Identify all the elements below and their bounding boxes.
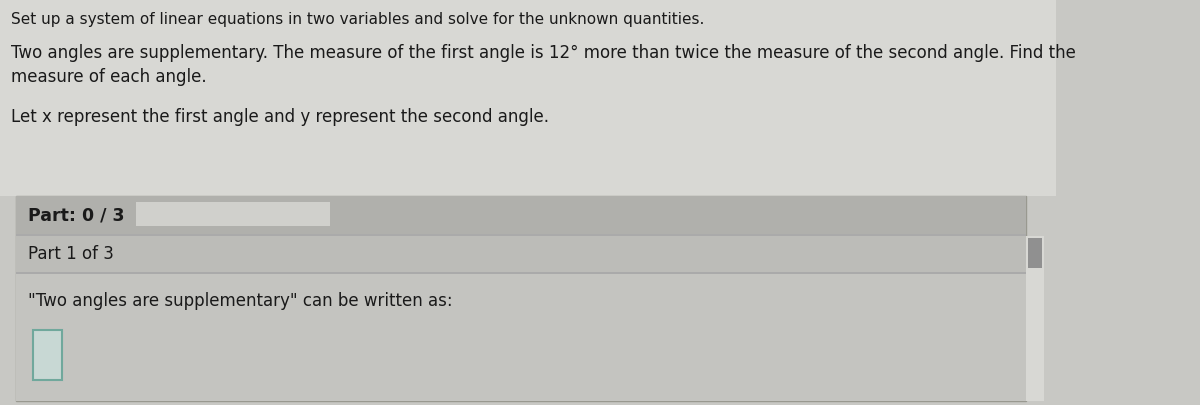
FancyBboxPatch shape bbox=[16, 236, 1026, 272]
FancyBboxPatch shape bbox=[16, 196, 1026, 234]
Text: Part 1 of 3: Part 1 of 3 bbox=[28, 245, 114, 263]
FancyBboxPatch shape bbox=[34, 330, 61, 380]
Text: Part: 0 / 3: Part: 0 / 3 bbox=[28, 206, 125, 224]
FancyBboxPatch shape bbox=[16, 196, 1026, 401]
FancyBboxPatch shape bbox=[0, 0, 1056, 196]
Text: Two angles are supplementary. The measure of the first angle is 12° more than tw: Two angles are supplementary. The measur… bbox=[11, 44, 1075, 62]
Text: Let x represent the first angle and y represent the second angle.: Let x represent the first angle and y re… bbox=[11, 108, 548, 126]
FancyBboxPatch shape bbox=[16, 272, 1026, 274]
FancyBboxPatch shape bbox=[0, 0, 1056, 405]
FancyBboxPatch shape bbox=[137, 202, 330, 226]
FancyBboxPatch shape bbox=[16, 274, 1026, 401]
FancyBboxPatch shape bbox=[16, 234, 1026, 236]
Text: measure of each angle.: measure of each angle. bbox=[11, 68, 206, 86]
FancyBboxPatch shape bbox=[1027, 238, 1042, 268]
Text: Set up a system of linear equations in two variables and solve for the unknown q: Set up a system of linear equations in t… bbox=[11, 12, 704, 27]
Text: "Two angles are supplementary" can be written as:: "Two angles are supplementary" can be wr… bbox=[28, 292, 452, 310]
FancyBboxPatch shape bbox=[1026, 236, 1044, 401]
